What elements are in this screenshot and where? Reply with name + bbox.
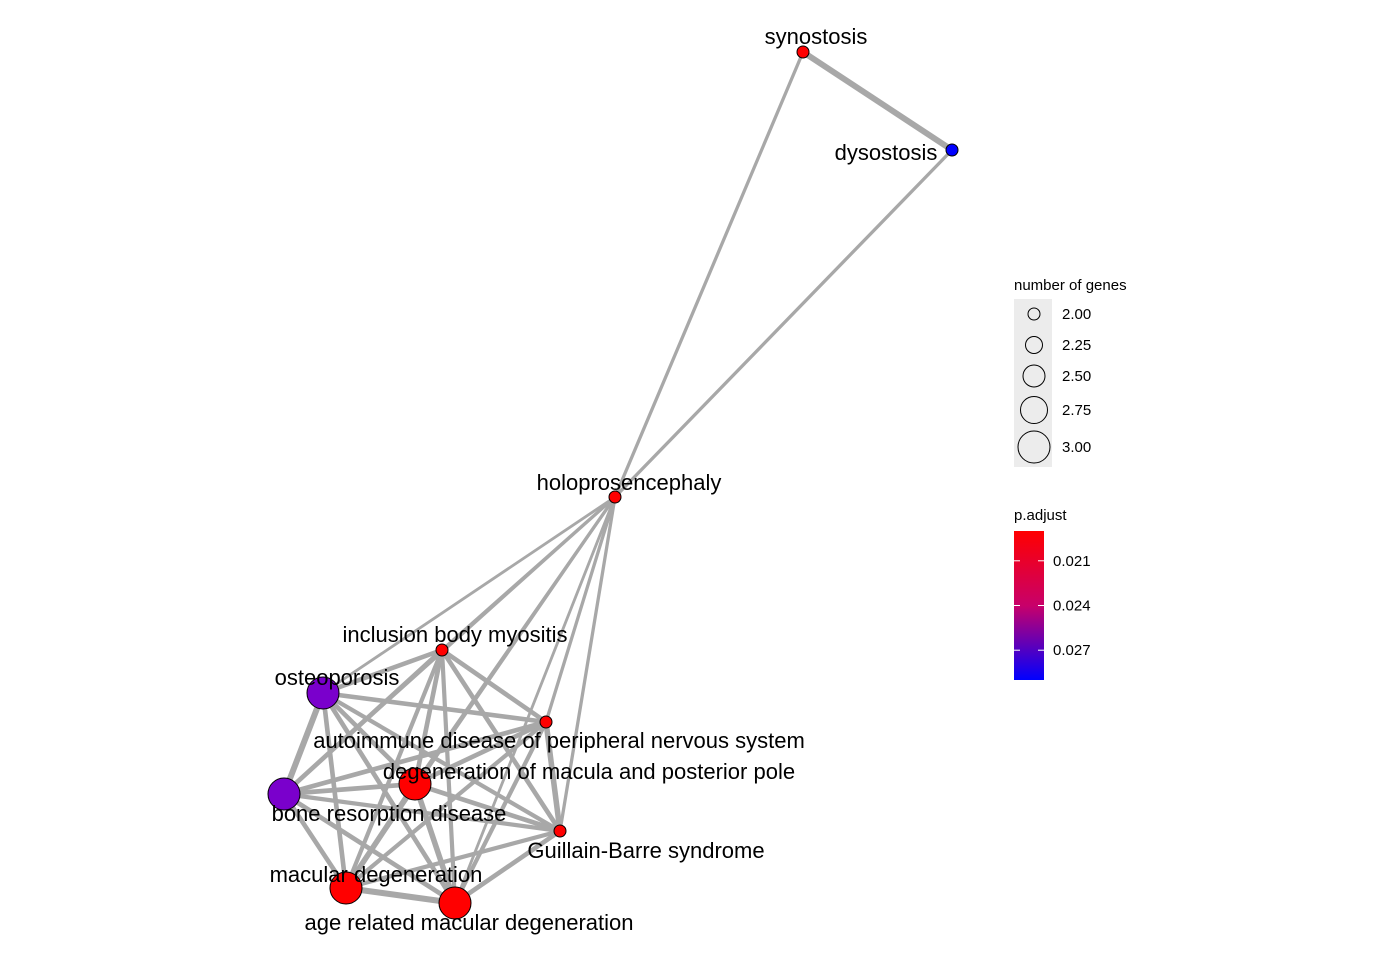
node-macular_degeneration[interactable] xyxy=(329,871,363,905)
edge-synostosis-holoprosencephaly xyxy=(613,50,805,499)
edge-macular_degeneration-age_related_md xyxy=(343,885,458,906)
edge-holoprosencephaly-age_related_md xyxy=(453,495,617,905)
legend-size-circle-4 xyxy=(1017,430,1051,464)
edge-degeneration_macula-guillain_barre xyxy=(412,781,563,834)
edge-osteoporosis-guillain_barre xyxy=(320,690,563,834)
legend-color-tick-label-1: 0.024 xyxy=(1053,598,1091,615)
node-degeneration_macula[interactable] xyxy=(398,767,432,801)
edge-osteoporosis-degeneration_macula xyxy=(320,690,418,787)
edge-inclusion_body_myositis-autoimmune_pns xyxy=(439,647,549,725)
node-bone_resorption[interactable] xyxy=(267,777,301,811)
edge-degeneration_macula-age_related_md xyxy=(412,781,458,906)
edge-synostosis-dysostosis xyxy=(800,49,955,153)
edge-degeneration_macula-macular_degeneration xyxy=(343,781,418,891)
node-age_related_md[interactable] xyxy=(438,886,472,920)
legend-size-circle-1 xyxy=(1025,336,1043,354)
edge-bone_resorption-macular_degeneration xyxy=(281,791,349,891)
node-dysostosis[interactable] xyxy=(945,143,959,157)
node-label-autoimmune_pns: autoimmune disease of peripheral nervous… xyxy=(313,728,805,753)
node-label-inclusion_body_myositis: inclusion body myositis xyxy=(343,622,568,647)
legend-color-tick-label-0: 0.021 xyxy=(1053,553,1091,570)
legend-color-tick-label-2: 0.027 xyxy=(1053,642,1091,659)
node-label-bone_resorption: bone resorption disease xyxy=(272,801,507,826)
edge-osteoporosis-age_related_md xyxy=(320,690,458,906)
node-layer xyxy=(267,45,959,920)
edge-autoimmune_pns-degeneration_macula xyxy=(412,719,549,787)
legend-size-title: number of genes xyxy=(1014,277,1127,294)
node-label-age_related_md: age related macular degeneration xyxy=(304,910,633,935)
edge-osteoporosis-autoimmune_pns xyxy=(320,690,549,725)
legend-number-of-genes: number of genes 2.00 2.25 2.50 2.75 3.00 xyxy=(1014,277,1127,467)
node-label-holoprosencephaly: holoprosencephaly xyxy=(537,470,722,495)
edge-inclusion_body_myositis-guillain_barre xyxy=(439,647,563,834)
node-synostosis[interactable] xyxy=(796,45,810,59)
node-holoprosencephaly[interactable] xyxy=(608,490,622,504)
edge-inclusion_body_myositis-osteoporosis xyxy=(320,647,445,696)
edge-bone_resorption-age_related_md xyxy=(281,791,458,906)
edge-inclusion_body_myositis-bone_resorption xyxy=(281,647,445,797)
edge-osteoporosis-bone_resorption xyxy=(281,690,326,797)
legend-size-key-background xyxy=(1014,299,1052,467)
node-label-synostosis: synostosis xyxy=(765,24,868,49)
node-label-guillain_barre: Guillain-Barre syndrome xyxy=(527,838,764,863)
edge-inclusion_body_myositis-degeneration_macula xyxy=(412,647,445,787)
node-label-degeneration_macula: degeneration of macula and posterior pol… xyxy=(383,759,795,784)
node-autoimmune_pns[interactable] xyxy=(539,715,553,729)
edge-guillain_barre-age_related_md xyxy=(452,828,563,906)
legend-size-label-3: 2.75 xyxy=(1062,402,1091,419)
edge-autoimmune_pns-bone_resorption xyxy=(281,719,549,797)
edge-holoprosencephaly-autoimmune_pns xyxy=(544,495,617,724)
node-label-osteoporosis: osteoporosis xyxy=(275,665,400,690)
legend-size-label-1: 2.25 xyxy=(1062,337,1091,354)
legend-size-circle-0 xyxy=(1027,307,1041,321)
legend-size-circle-2 xyxy=(1022,364,1046,388)
legend-size-circle-3 xyxy=(1020,396,1048,424)
legend-p-adjust: p.adjust 0.021 0.024 0.027 xyxy=(1014,507,1091,680)
legend-size-label-0: 2.00 xyxy=(1062,306,1091,323)
edge-holoprosencephaly-osteoporosis xyxy=(321,495,617,695)
edge-degeneration_macula-bone_resorption xyxy=(281,781,418,797)
label-layer: synostosis dysostosis holoprosencephaly inc… xyxy=(270,24,938,935)
node-osteoporosis[interactable] xyxy=(306,676,340,710)
edge-guillain_barre-macular_degeneration xyxy=(343,828,563,891)
edge-autoimmune_pns-guillain_barre xyxy=(543,719,563,834)
edge-layer xyxy=(281,49,955,906)
edge-inclusion_body_myositis-macular_degeneration xyxy=(343,647,445,891)
edge-bone_resorption-guillain_barre xyxy=(281,791,563,834)
node-label-dysostosis: dysostosis xyxy=(835,140,938,165)
legend-size-label-4: 3.00 xyxy=(1062,439,1091,456)
node-guillain_barre[interactable] xyxy=(553,824,567,838)
node-label-macular_degeneration: macular degeneration xyxy=(270,862,483,887)
edge-autoimmune_pns-macular_degeneration xyxy=(343,719,549,891)
node-inclusion_body_myositis[interactable] xyxy=(435,643,449,657)
edge-holoprosencephaly-guillain_barre xyxy=(558,495,617,833)
edge-dysostosis-holoprosencephaly xyxy=(613,148,954,499)
legend-color-title: p.adjust xyxy=(1014,507,1067,524)
legend-size-label-2: 2.50 xyxy=(1062,368,1091,385)
